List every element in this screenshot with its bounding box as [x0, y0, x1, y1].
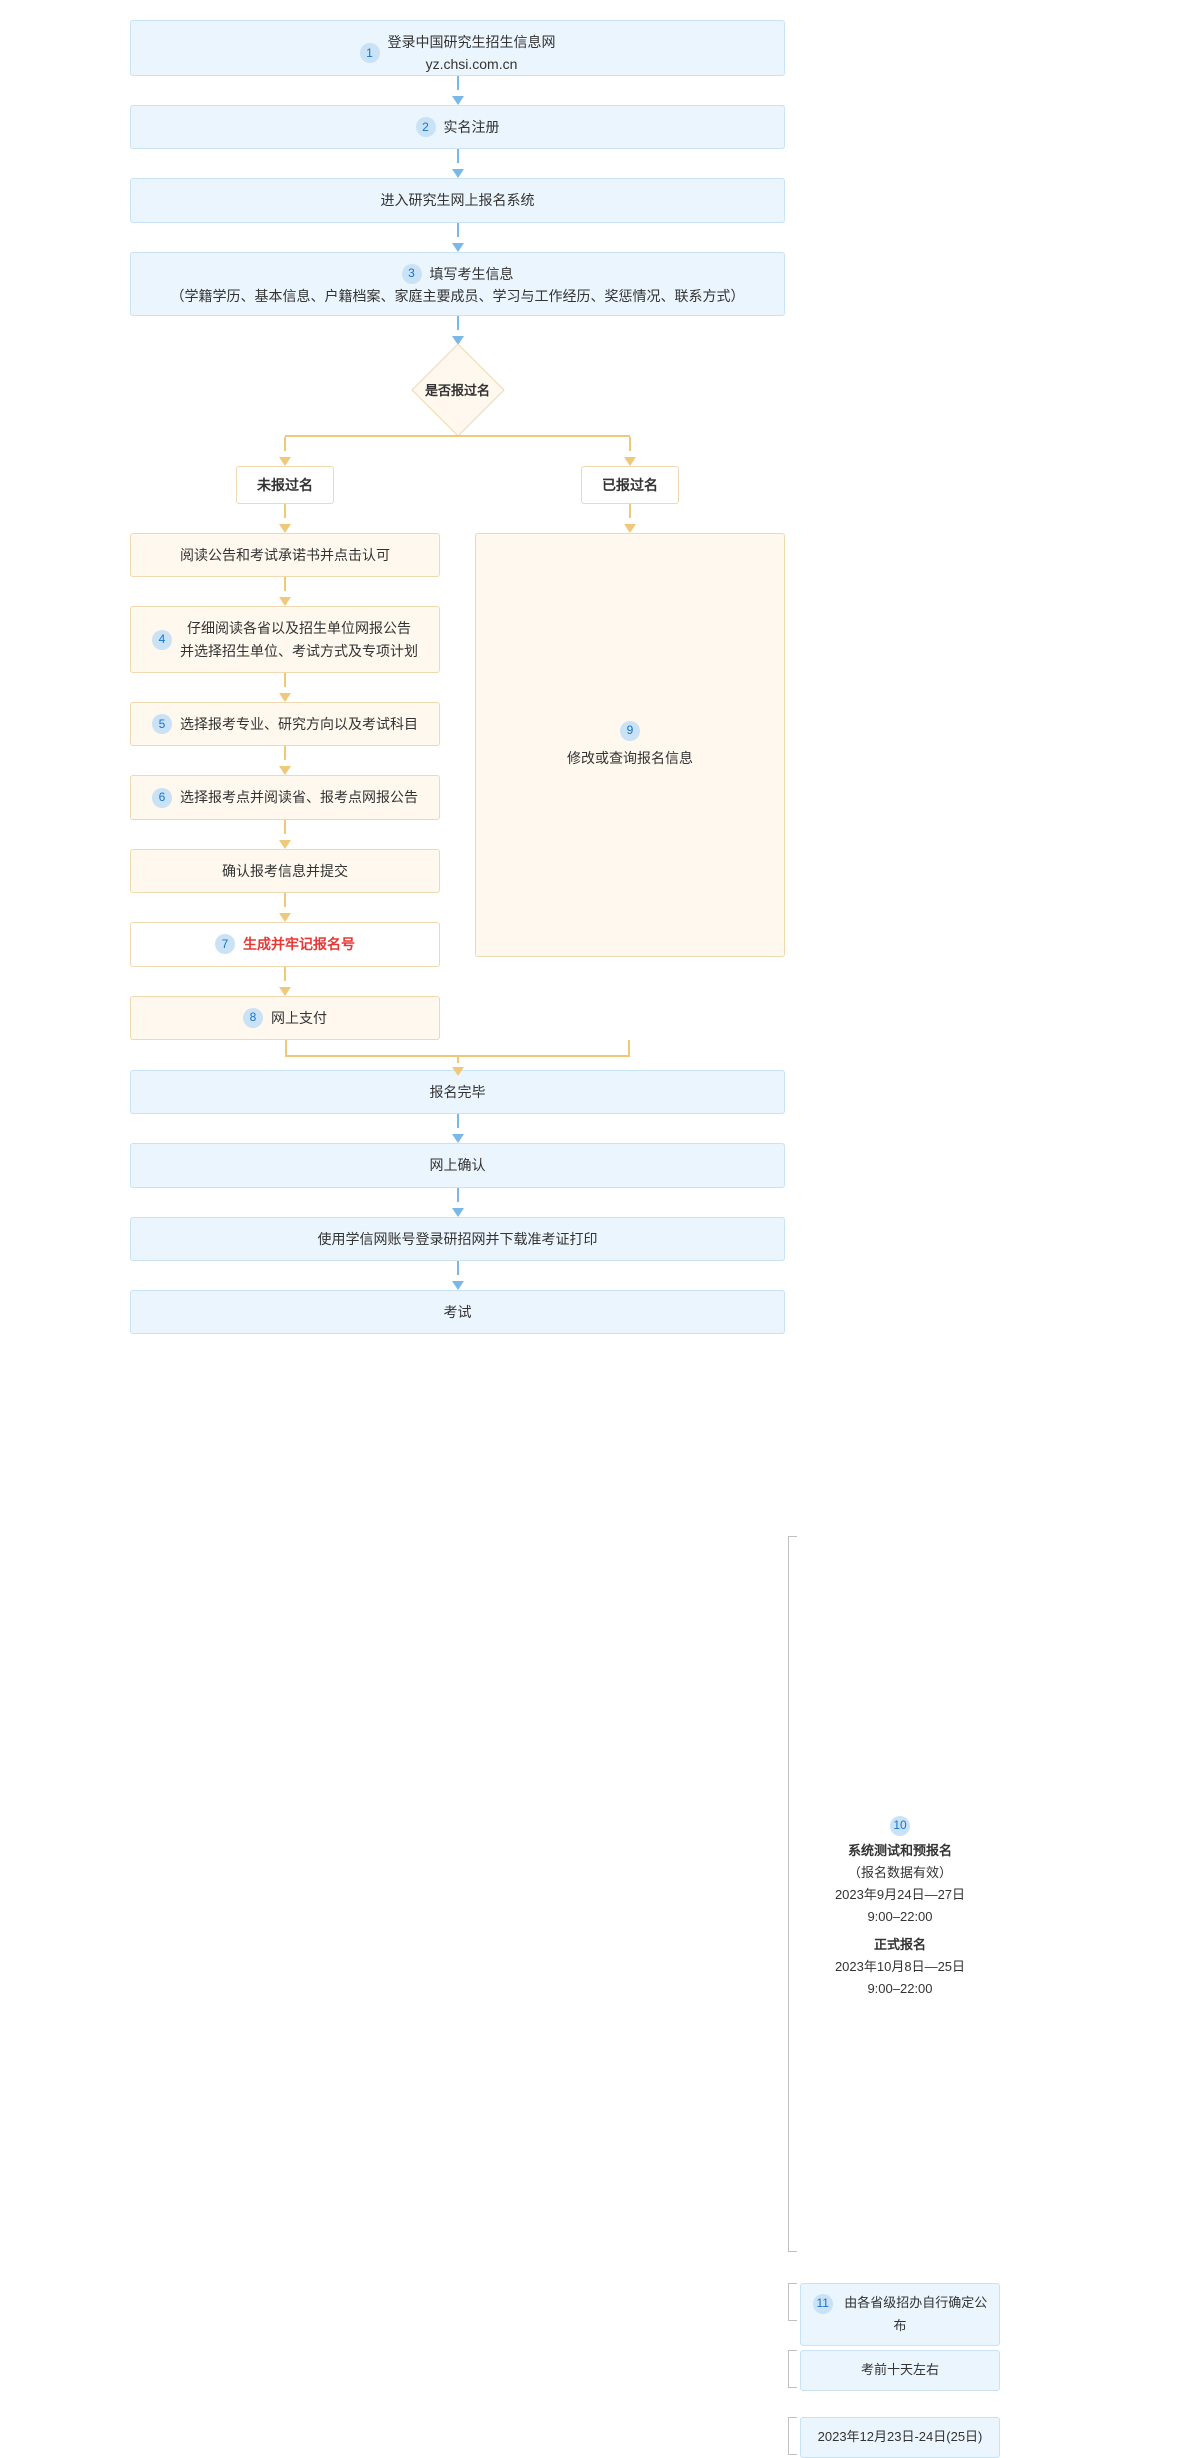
step-confirm-submit: 确认报考信息并提交	[130, 849, 440, 893]
side-note-exam: 2023年12月23日-24日(25日)	[800, 2417, 1000, 2457]
arrow	[452, 316, 464, 345]
step-confirm: 网上确认	[130, 1143, 785, 1187]
step-enter-text: 进入研究生网上报名系统	[381, 189, 535, 211]
badge-10: 10	[890, 1816, 910, 1836]
step-1: 1 登录中国研究生招生信息网 yz.chsi.com.cn	[130, 20, 785, 76]
step-9: 9 修改或查询报名信息	[475, 533, 785, 957]
arrow	[452, 76, 464, 105]
step-1-line2: yz.chsi.com.cn	[388, 53, 556, 75]
badge-7: 7	[215, 934, 235, 954]
badge-6: 6	[152, 788, 172, 808]
decision-registered: 是否报过名	[413, 345, 503, 435]
step-3-line2: （学籍学历、基本信息、户籍档案、家庭主要成员、学习与工作经历、奖惩情况、联系方式…	[171, 285, 745, 307]
side-note-10: 10 系统测试和预报名 （报名数据有效） 2023年9月24日—27日 9:00…	[800, 1814, 1000, 2000]
step-enter-system: 进入研究生网上报名系统	[130, 178, 785, 222]
badge-5: 5	[152, 714, 172, 734]
badge-3: 3	[402, 264, 422, 284]
step-4: 4 仔细阅读各省以及招生单位网报公告 并选择招生单位、考试方式及专项计划	[130, 606, 440, 673]
badge-2: 2	[416, 117, 436, 137]
arrow	[452, 223, 464, 252]
step-1-line1: 登录中国研究生招生信息网	[388, 31, 556, 53]
badge-1: 1	[360, 43, 380, 63]
step-5: 5 选择报考专业、研究方向以及考试科目	[130, 702, 440, 746]
step-done: 报名完毕	[130, 1070, 785, 1114]
label-not-registered: 未报过名	[236, 466, 334, 504]
branch-already-registered: 已报过名 9 修改或查询报名信息	[475, 437, 785, 1040]
step-exam: 考试	[130, 1290, 785, 1334]
badge-11: 11	[813, 2294, 833, 2314]
step-7: 7 生成并牢记报名号	[130, 922, 440, 966]
step-8: 8 网上支付	[130, 996, 440, 1040]
arrow	[452, 149, 464, 178]
step-3-line1: 填写考生信息	[430, 263, 514, 285]
branch-not-registered: 未报过名 阅读公告和考试承诺书并点击认可 4 仔细阅读各省以及招生单位网报公告 …	[130, 437, 440, 1040]
step-read-notice: 阅读公告和考试承诺书并点击认可	[130, 533, 440, 577]
step-2: 2 实名注册	[130, 105, 785, 149]
badge-8: 8	[243, 1008, 263, 1028]
step-print: 使用学信网账号登录研招网并下载准考证打印	[130, 1217, 785, 1261]
label-already-registered: 已报过名	[581, 466, 679, 504]
decision-text: 是否报过名	[425, 380, 490, 399]
side-note-print: 考前十天左右	[800, 2350, 1000, 2390]
step-6: 6 选择报考点并阅读省、报考点网报公告	[130, 775, 440, 819]
badge-4: 4	[152, 630, 172, 650]
step-3: 3 填写考生信息 （学籍学历、基本信息、户籍档案、家庭主要成员、学习与工作经历、…	[130, 252, 785, 316]
badge-9: 9	[620, 721, 640, 741]
side-note-11: 11 由各省级招办自行确定公布	[800, 2283, 1000, 2345]
step-2-text: 实名注册	[444, 116, 500, 138]
